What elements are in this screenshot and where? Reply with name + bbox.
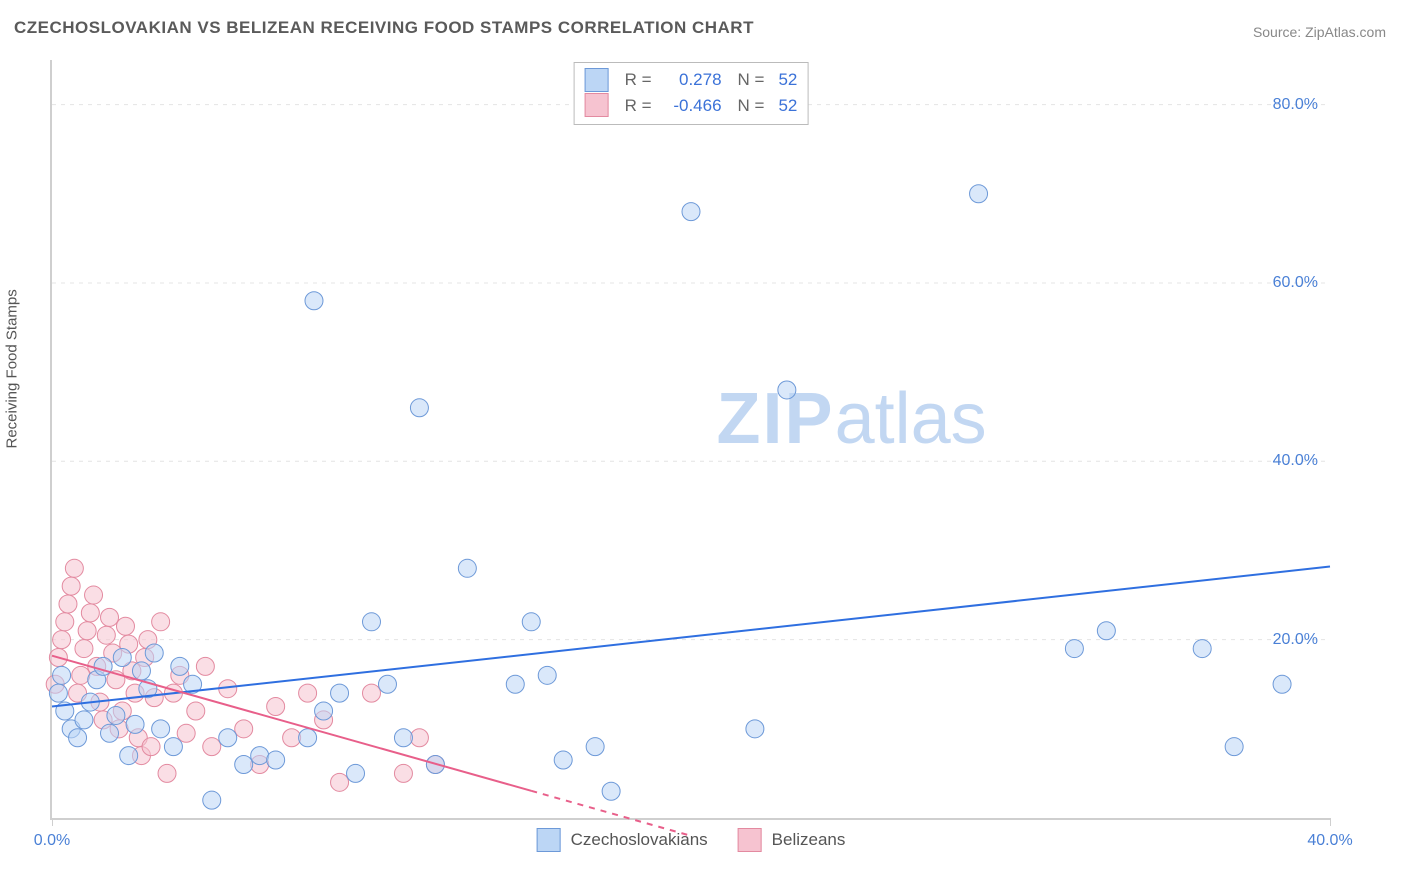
chart-title: CZECHOSLOVAKIAN VS BELIZEAN RECEIVING FO… <box>14 18 754 38</box>
y-tick-label: 80.0% <box>1273 96 1318 114</box>
plot-area: ZIPatlas R = 0.278 N = 52 R = -0.466 N =… <box>50 60 1330 820</box>
plot-svg <box>52 60 1330 818</box>
stats-row-2: R = -0.466 N = 52 <box>585 93 798 119</box>
stats-legend: R = 0.278 N = 52 R = -0.466 N = 52 <box>574 62 809 125</box>
stat-n-label-2: N = <box>738 93 765 119</box>
chart-container: CZECHOSLOVAKIAN VS BELIZEAN RECEIVING FO… <box>0 0 1406 892</box>
x-tick-label: 40.0% <box>1307 832 1352 850</box>
series-legend: Czechoslovakians Belizeans <box>537 828 846 852</box>
stat-n-label-1: N = <box>738 67 765 93</box>
stat-r-value-1: 0.278 <box>662 67 722 93</box>
y-axis-title: Receiving Food Stamps <box>4 289 21 448</box>
y-tick-label: 60.0% <box>1273 274 1318 292</box>
stat-n-value-2: 52 <box>778 93 797 119</box>
stats-row-1: R = 0.278 N = 52 <box>585 67 798 93</box>
x-tick-mark <box>52 818 53 826</box>
legend-item-1: Czechoslovakians <box>537 828 708 852</box>
x-tick-label: 0.0% <box>34 832 70 850</box>
source-attribution: Source: ZipAtlas.com <box>1253 24 1386 40</box>
stat-r-value-2: -0.466 <box>662 93 722 119</box>
y-tick-label: 40.0% <box>1273 452 1318 470</box>
x-tick-mark <box>1330 818 1331 826</box>
legend-label-2: Belizeans <box>772 830 846 850</box>
legend-swatch-belizeans-icon <box>738 828 762 852</box>
swatch-belizeans-icon <box>585 93 609 117</box>
stat-r-label-1: R = <box>625 67 652 93</box>
legend-label-1: Czechoslovakians <box>571 830 708 850</box>
stat-n-value-1: 52 <box>778 67 797 93</box>
legend-swatch-czechoslovakians-icon <box>537 828 561 852</box>
y-tick-label: 20.0% <box>1273 631 1318 649</box>
stat-r-label-2: R = <box>625 93 652 119</box>
legend-item-2: Belizeans <box>738 828 846 852</box>
swatch-czechoslovakians-icon <box>585 68 609 92</box>
